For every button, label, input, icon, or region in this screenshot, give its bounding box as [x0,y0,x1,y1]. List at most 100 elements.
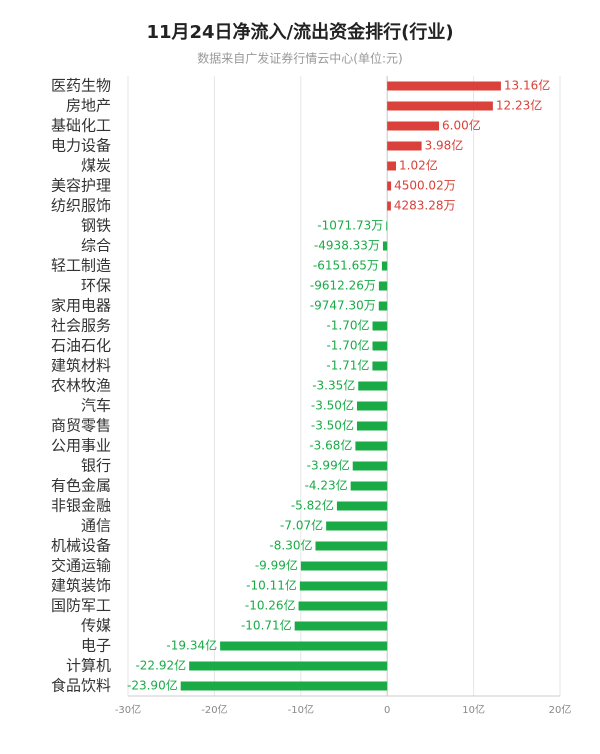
value-label: -9.99亿 [255,558,298,573]
x-tick-label: 20亿 [549,703,572,716]
y-tick-label: 有色金属 [51,477,111,495]
x-tick-label: 10亿 [462,703,485,716]
bar [387,81,501,91]
bar [352,461,388,471]
y-tick-label: 电子 [81,637,111,655]
value-label: 3.98亿 [425,138,464,153]
value-label: -6151.65万 [313,259,379,273]
y-tick-label: 非银金融 [51,497,111,515]
bar [315,541,388,551]
bar [189,661,388,671]
value-label: -1.70亿 [326,338,369,353]
bar [299,581,388,591]
y-tick-label: 钢铁 [81,217,111,235]
y-tick-label: 美容护理 [51,177,111,195]
bar [180,681,388,691]
y-tick-label: 基础化工 [51,117,111,135]
value-label: -3.35亿 [312,378,355,393]
y-tick-label: 通信 [81,517,111,535]
y-tick-label: 传媒 [81,617,111,635]
bar [387,181,392,191]
value-label: -3.99亿 [307,458,350,473]
bar [326,521,388,531]
value-label: -8.30亿 [269,538,312,553]
bar [387,201,391,211]
y-tick-label: 电力设备 [51,137,111,155]
bar [350,481,388,491]
bar [372,341,388,351]
value-label: -23.90亿 [127,678,178,693]
value-label: -1.70亿 [326,318,369,333]
x-tick-label: -10亿 [288,703,314,716]
chart-subtitle: 数据来自广发证券行情云中心(单位:元) [197,51,402,66]
bar [298,601,388,611]
y-tick-label: 轻工制造 [51,257,111,275]
bar [358,381,388,391]
bar [355,441,388,451]
bar [294,621,388,631]
y-tick-label: 国防军工 [51,597,111,615]
value-label: 12.23亿 [496,98,542,113]
value-label: 13.16亿 [504,78,550,93]
bar [387,121,440,131]
bar [220,641,388,651]
bar [378,281,388,291]
value-label: -10.11亿 [246,578,297,593]
bar [378,301,388,311]
value-label: -10.26亿 [245,598,296,613]
value-label: 1.02亿 [399,158,438,173]
y-tick-label: 社会服务 [51,317,111,335]
value-label: -7.07亿 [280,518,323,533]
y-tick-label: 家用电器 [51,297,111,315]
y-tick-label: 农林牧渔 [51,377,111,395]
y-tick-label: 计算机 [66,657,111,675]
y-tick-label: 汽车 [81,397,111,415]
y-tick-label: 建筑装饰 [51,577,111,595]
y-tick-label: 综合 [81,237,111,255]
bar [387,141,422,151]
x-tick-label: 0 [384,705,390,716]
y-tick-label: 环保 [81,277,111,295]
x-tick-label: -30亿 [115,703,141,716]
value-label: -9747.30万 [310,299,376,313]
value-label: -9612.26万 [310,279,376,293]
x-tick-label: -20亿 [201,703,227,716]
bar [336,501,388,511]
bar [387,101,493,111]
value-label: -19.34亿 [166,638,217,653]
value-label: -1071.73万 [317,219,383,233]
value-label: -1.71亿 [326,358,369,373]
value-label: 4283.28万 [394,199,456,213]
y-tick-label: 石油石化 [51,337,111,355]
value-label: -22.92亿 [135,658,186,673]
value-label: -3.68亿 [309,438,352,453]
bar [300,561,388,571]
value-label: 4500.02万 [394,179,456,193]
value-label: -3.50亿 [311,418,354,433]
value-label: -3.50亿 [311,398,354,413]
y-tick-label: 食品饮料 [51,677,111,695]
bar [372,361,388,371]
value-label: -10.71亿 [241,618,292,633]
value-label: -4938.33万 [314,239,380,253]
y-tick-label: 公用事业 [51,437,111,455]
value-label: -4.23亿 [305,478,348,493]
y-tick-label: 建筑材料 [51,357,111,375]
y-tick-label: 交通运输 [51,557,111,575]
y-tick-label: 煤炭 [81,157,111,175]
bar [356,421,388,431]
y-tick-label: 纺织服饰 [51,197,111,215]
value-label: 6.00亿 [442,118,481,133]
y-tick-label: 银行 [81,457,111,475]
chart-title: 11月24日净流入/流出资金排行(行业) [146,21,453,43]
bar [382,241,388,251]
y-tick-label: 商贸零售 [51,417,111,435]
bar [387,161,397,171]
y-tick-label: 房地产 [66,97,111,115]
value-label: -5.82亿 [291,498,334,513]
bar [381,261,388,271]
y-tick-label: 医药生物 [51,77,111,95]
bar [356,401,388,411]
bar [372,321,388,331]
